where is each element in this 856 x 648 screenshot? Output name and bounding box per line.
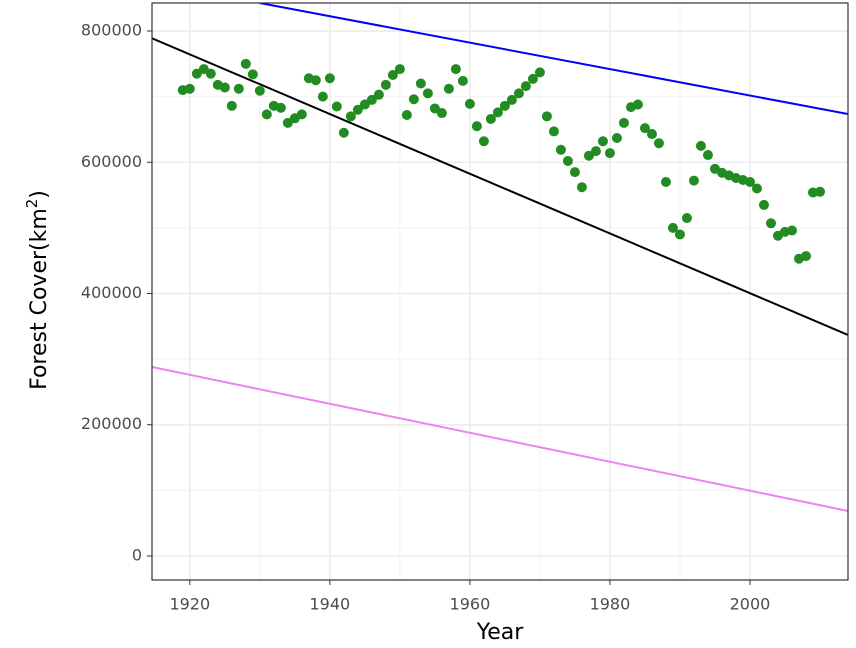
panel-border <box>151 2 849 581</box>
point <box>226 100 237 111</box>
point <box>751 183 762 194</box>
point <box>275 102 286 113</box>
point <box>681 213 692 224</box>
point <box>219 82 230 93</box>
point <box>457 75 468 86</box>
point <box>695 140 706 151</box>
point <box>765 218 776 229</box>
point <box>380 79 391 90</box>
point <box>261 109 272 120</box>
point <box>744 176 755 187</box>
y-axis-title-close: ) <box>27 190 52 199</box>
point <box>527 73 538 84</box>
point <box>366 94 377 105</box>
panel <box>152 3 848 580</box>
point <box>548 126 559 137</box>
point <box>317 91 328 102</box>
point <box>702 150 713 161</box>
point <box>618 117 629 128</box>
point <box>373 89 384 100</box>
y-axis-title-text: Forest Cover(km <box>27 208 52 390</box>
x-tick-label: 1980 <box>590 595 631 614</box>
point <box>254 85 265 96</box>
point <box>786 225 797 236</box>
point <box>345 111 356 122</box>
point <box>597 136 608 147</box>
y-tick-label: 0 <box>132 545 142 564</box>
trend-line <box>259 3 848 116</box>
point <box>296 109 307 120</box>
point <box>331 101 342 112</box>
point <box>464 98 475 109</box>
point <box>541 111 552 122</box>
point <box>576 182 587 193</box>
point <box>247 69 258 80</box>
y-tick-label: 800000 <box>81 21 142 40</box>
point <box>478 136 489 147</box>
trend-line <box>152 37 848 336</box>
point <box>352 104 363 115</box>
point <box>646 129 657 140</box>
point <box>506 94 517 105</box>
point <box>660 176 671 187</box>
point <box>534 67 545 78</box>
point <box>492 107 503 118</box>
point <box>443 83 454 94</box>
point <box>639 123 650 134</box>
point <box>485 113 496 124</box>
trend-line <box>152 366 848 512</box>
point <box>611 132 622 143</box>
x-tick-label: 2000 <box>730 595 771 614</box>
x-tick-label: 1920 <box>169 595 210 614</box>
point <box>688 175 699 186</box>
point <box>408 94 419 105</box>
point <box>401 110 412 121</box>
point <box>324 73 335 84</box>
point <box>632 99 643 110</box>
point <box>814 186 825 197</box>
y-axis-title-exponent: 2 <box>23 199 41 209</box>
point <box>555 144 566 155</box>
y-axis-title: Forest Cover(km2) <box>23 190 53 390</box>
point <box>604 148 615 159</box>
y-tick-label: 400000 <box>81 283 142 302</box>
point <box>520 81 531 92</box>
x-axis-title: Year <box>476 620 525 645</box>
point <box>667 222 678 233</box>
point <box>338 127 349 138</box>
point <box>310 75 321 86</box>
point <box>590 146 601 157</box>
point <box>415 78 426 89</box>
point <box>205 68 216 79</box>
point <box>674 229 685 240</box>
point <box>758 199 769 210</box>
x-tick-label: 1940 <box>309 595 350 614</box>
point <box>184 83 195 94</box>
y-tick-label: 600000 <box>81 152 142 171</box>
point <box>569 167 580 178</box>
point <box>394 64 405 75</box>
point <box>240 58 251 69</box>
x-tick-label: 1960 <box>450 595 491 614</box>
point <box>422 88 433 99</box>
point <box>471 121 482 132</box>
point <box>513 88 524 99</box>
y-tick-label: 200000 <box>81 414 142 433</box>
point <box>233 83 244 94</box>
point <box>499 100 510 111</box>
point <box>653 138 664 149</box>
point <box>800 251 811 262</box>
point <box>387 69 398 80</box>
point <box>436 108 447 119</box>
point <box>562 155 573 166</box>
point <box>450 64 461 75</box>
